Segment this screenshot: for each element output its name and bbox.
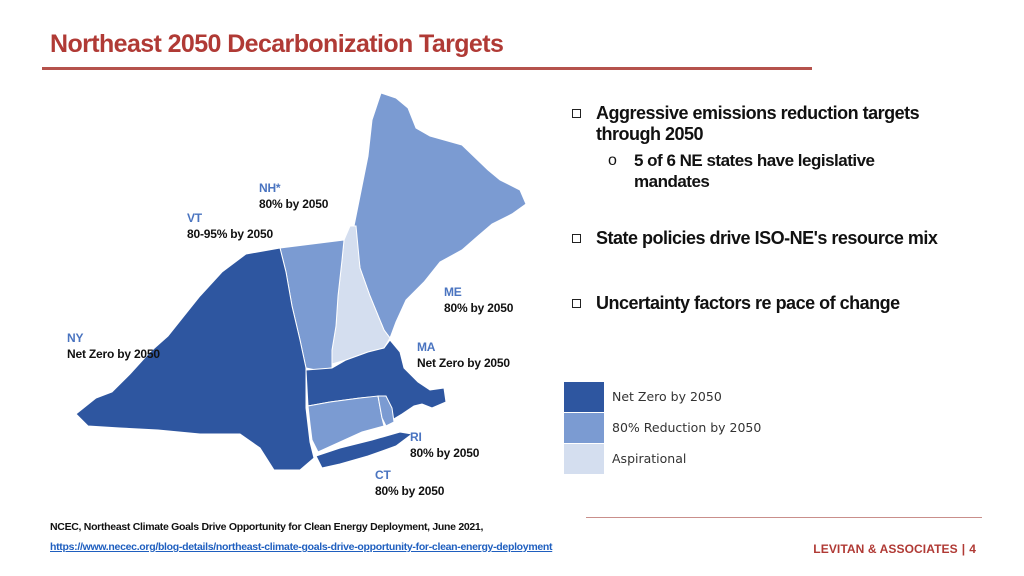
label-vermont: VT 80-95% by 2050 — [187, 211, 273, 241]
legend-swatch-aspirational — [564, 444, 604, 474]
source-citation: NCEC, Northeast Climate Goals Drive Oppo… — [50, 521, 484, 533]
long-island — [315, 431, 414, 469]
state-connecticut — [307, 395, 385, 453]
footer: LEVITAN & ASSOCIATES | 4 — [813, 542, 976, 556]
state-new-york — [75, 247, 315, 471]
checkbox-bullet-icon — [572, 109, 581, 118]
checkbox-bullet-icon — [572, 234, 581, 243]
label-rhode-island: RI 80% by 2050 — [410, 430, 480, 460]
page-number: 4 — [969, 542, 976, 556]
label-new-york: NY Net Zero by 2050 — [67, 331, 160, 361]
legend-item: Aspirational — [564, 444, 804, 474]
legend-swatch-80-percent — [564, 413, 604, 443]
label-maine: ME 80% by 2050 — [444, 285, 514, 315]
source-link[interactable]: https://www.necec.org/blog-details/north… — [50, 541, 553, 553]
legend-swatch-net-zero — [564, 382, 604, 412]
legend-item: 80% Reduction by 2050 — [564, 413, 804, 443]
company-name: LEVITAN & ASSOCIATES — [813, 542, 958, 556]
checkbox-bullet-icon — [572, 299, 581, 308]
state-rhode-island — [377, 395, 395, 427]
slide-title: Northeast 2050 Decarbonization Targets — [50, 30, 504, 58]
label-connecticut: CT 80% by 2050 — [375, 468, 445, 498]
bullet-item: State policies drive ISO-NE's resource m… — [572, 228, 976, 249]
sub-bullet-item: o 5 of 6 NE states have legislative mand… — [608, 151, 875, 191]
circle-bullet-icon: o — [608, 152, 617, 169]
footer-separator: | — [961, 542, 966, 556]
footer-divider — [586, 517, 982, 518]
label-massachusetts: MA Net Zero by 2050 — [417, 340, 510, 370]
title-underline — [42, 67, 812, 70]
bullet-item: Aggressive emissions reduction targets t… — [572, 103, 976, 145]
label-new-hampshire: NH* 80% by 2050 — [259, 181, 329, 211]
legend-item: Net Zero by 2050 — [564, 382, 804, 412]
bullet-item: Uncertainty factors re pace of change — [572, 293, 976, 314]
